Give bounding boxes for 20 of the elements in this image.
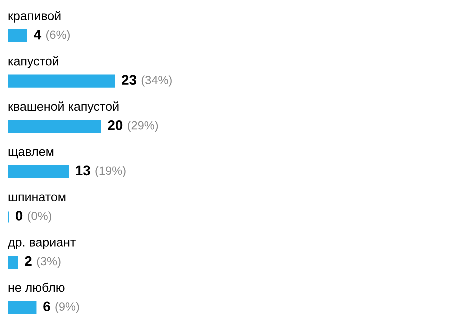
y-tick-label: др. вариант [8,240,76,250]
bar [8,74,116,88]
y-tick-label: крапивой [8,11,61,23]
y-tick-label: капустой [8,56,58,68]
y-tick-label: шпинатом [8,194,66,202]
data-label: 13 (19%) [76,166,126,178]
bar [8,301,37,314]
data-label: 4 (6%) [34,30,70,42]
y-tick-label: щавлем [8,149,54,159]
data-label: 0 (0%) [16,211,52,223]
bar [8,165,70,178]
data-label: 23 (34%) [122,75,172,87]
bar [8,120,102,134]
data-label: 6 (9%) [44,302,80,314]
bar [8,256,18,270]
y-tick-label: не люблю [8,282,65,292]
y-tick-label: квашеной капустой [8,102,119,114]
data-label: 20 (29%) [108,120,158,132]
data-label: 2 (3%) [25,256,61,268]
bar [8,29,28,43]
